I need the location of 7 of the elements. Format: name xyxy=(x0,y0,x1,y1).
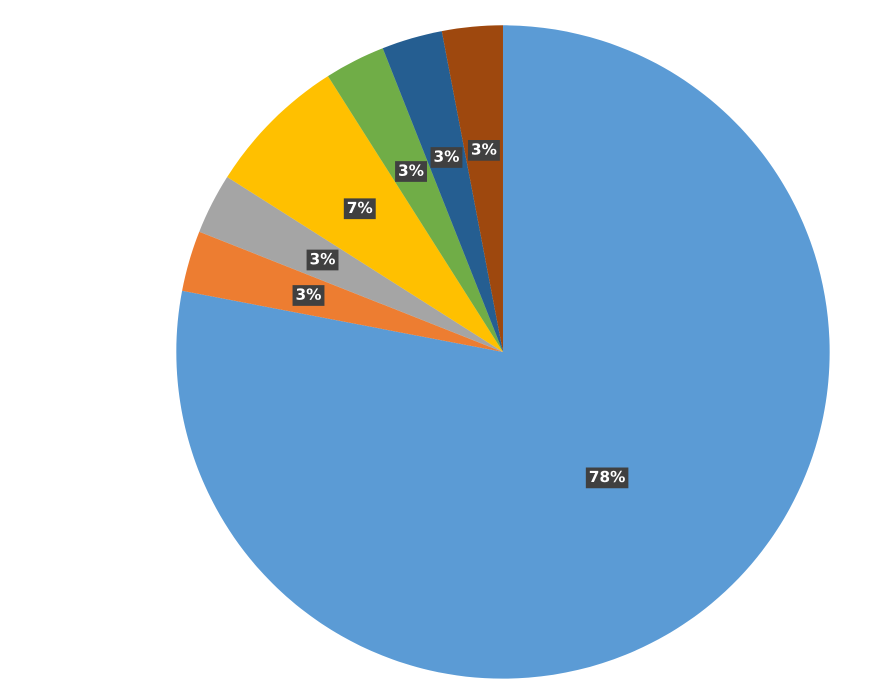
data-label: 3% xyxy=(310,252,336,264)
data-label: 7% xyxy=(348,202,372,214)
data-label: 3% xyxy=(434,150,459,162)
data-label: 3% xyxy=(399,164,424,176)
data-label: 3% xyxy=(472,143,496,155)
data-label: 3% xyxy=(296,288,321,300)
data-label: 78% xyxy=(590,470,625,482)
